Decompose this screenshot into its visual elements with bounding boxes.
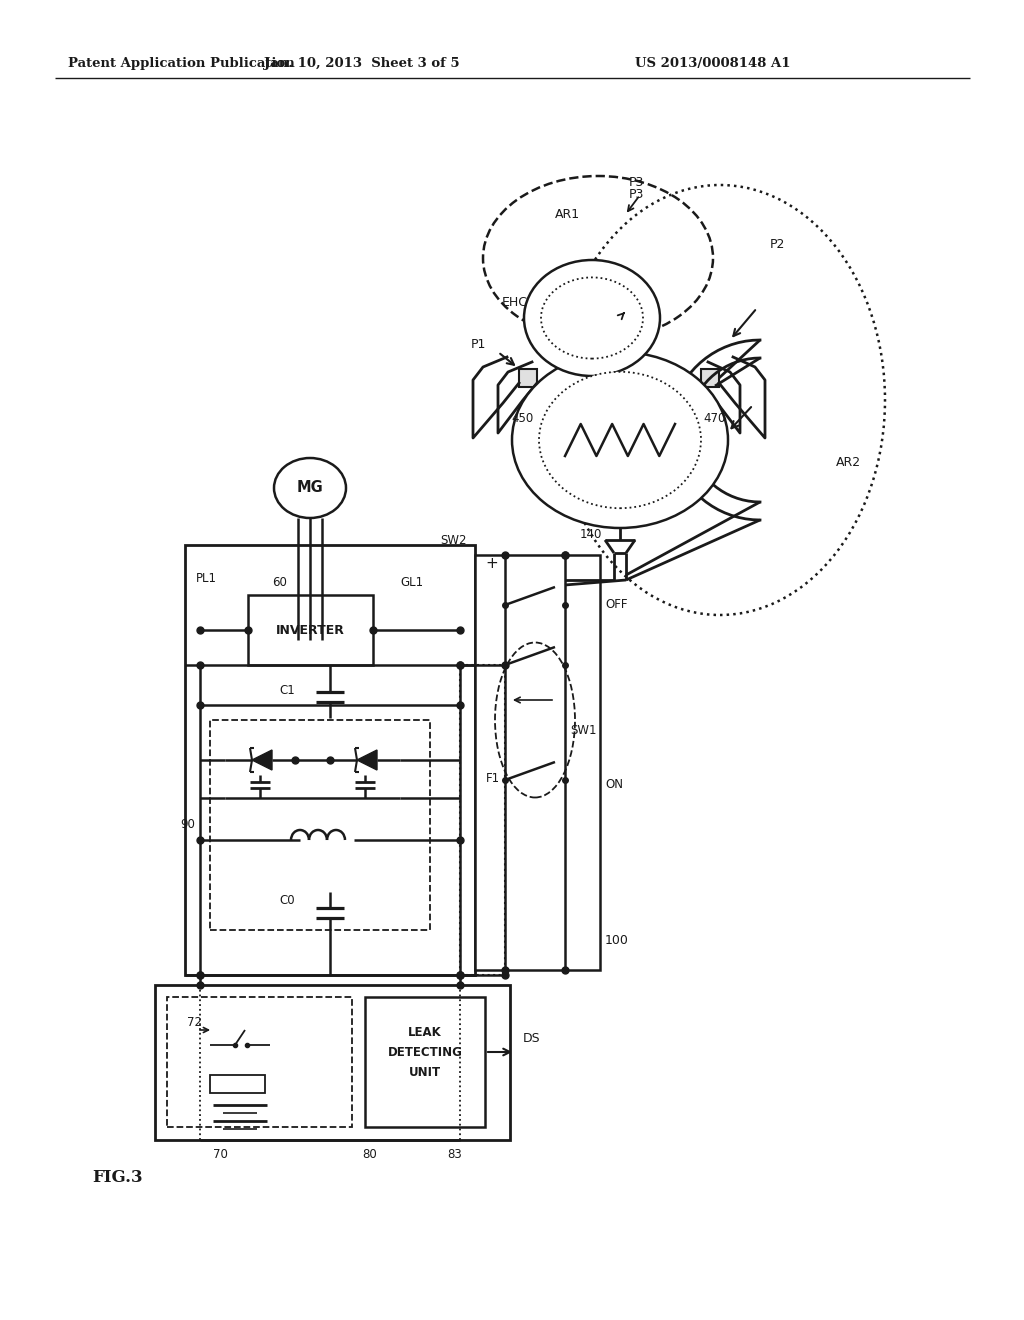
Text: AR2: AR2	[836, 455, 861, 469]
Polygon shape	[357, 750, 377, 770]
Text: P3: P3	[629, 176, 644, 189]
Text: P1: P1	[470, 338, 485, 351]
Text: 140: 140	[580, 528, 602, 541]
Text: AR1: AR1	[555, 209, 581, 222]
Text: OFF: OFF	[605, 598, 628, 611]
Text: ON: ON	[605, 779, 623, 792]
Bar	[701, 370, 719, 387]
Text: LEAK: LEAK	[409, 1026, 442, 1039]
Text: SW1: SW1	[570, 723, 597, 737]
Ellipse shape	[541, 277, 643, 359]
Text: US 2013/0008148 A1: US 2013/0008148 A1	[635, 57, 791, 70]
Text: C1: C1	[280, 684, 295, 697]
Bar	[248, 595, 373, 665]
Text: UNIT: UNIT	[409, 1065, 441, 1078]
Text: MG: MG	[297, 480, 324, 495]
Text: P3: P3	[629, 189, 644, 202]
Text: SW2: SW2	[440, 533, 467, 546]
Bar	[167, 997, 352, 1127]
Bar	[210, 1074, 265, 1093]
Ellipse shape	[274, 458, 346, 517]
Text: 83: 83	[447, 1148, 463, 1162]
Text: 450: 450	[512, 412, 535, 425]
Text: 90: 90	[180, 818, 195, 832]
Text: 72: 72	[187, 1016, 202, 1030]
Ellipse shape	[524, 260, 660, 376]
Text: Jan. 10, 2013  Sheet 3 of 5: Jan. 10, 2013 Sheet 3 of 5	[264, 57, 460, 70]
Text: F1: F1	[485, 771, 500, 784]
Bar	[185, 545, 475, 975]
Text: P2: P2	[769, 239, 784, 252]
Text: PL1: PL1	[196, 572, 217, 585]
Bar	[365, 997, 485, 1127]
Polygon shape	[252, 750, 272, 770]
Bar	[460, 665, 505, 975]
Ellipse shape	[512, 352, 728, 528]
Text: 60: 60	[272, 576, 287, 589]
Bar	[475, 554, 600, 970]
Bar	[519, 370, 537, 387]
Text: Patent Application Publication: Patent Application Publication	[68, 57, 295, 70]
Bar	[155, 985, 510, 1140]
Text: 100: 100	[605, 933, 629, 946]
Text: C0: C0	[280, 894, 295, 907]
Bar	[210, 719, 430, 931]
Text: +: +	[485, 556, 498, 570]
Text: INVERTER: INVERTER	[275, 623, 344, 636]
Text: GL1: GL1	[400, 576, 423, 589]
Text: DS: DS	[523, 1031, 541, 1044]
Text: FIG.3: FIG.3	[92, 1170, 142, 1187]
Text: DETECTING: DETECTING	[387, 1045, 463, 1059]
Text: 470: 470	[703, 412, 726, 425]
Text: EHC: EHC	[502, 297, 528, 309]
Text: 80: 80	[362, 1148, 378, 1162]
Ellipse shape	[539, 372, 701, 508]
Text: 70: 70	[213, 1148, 227, 1162]
